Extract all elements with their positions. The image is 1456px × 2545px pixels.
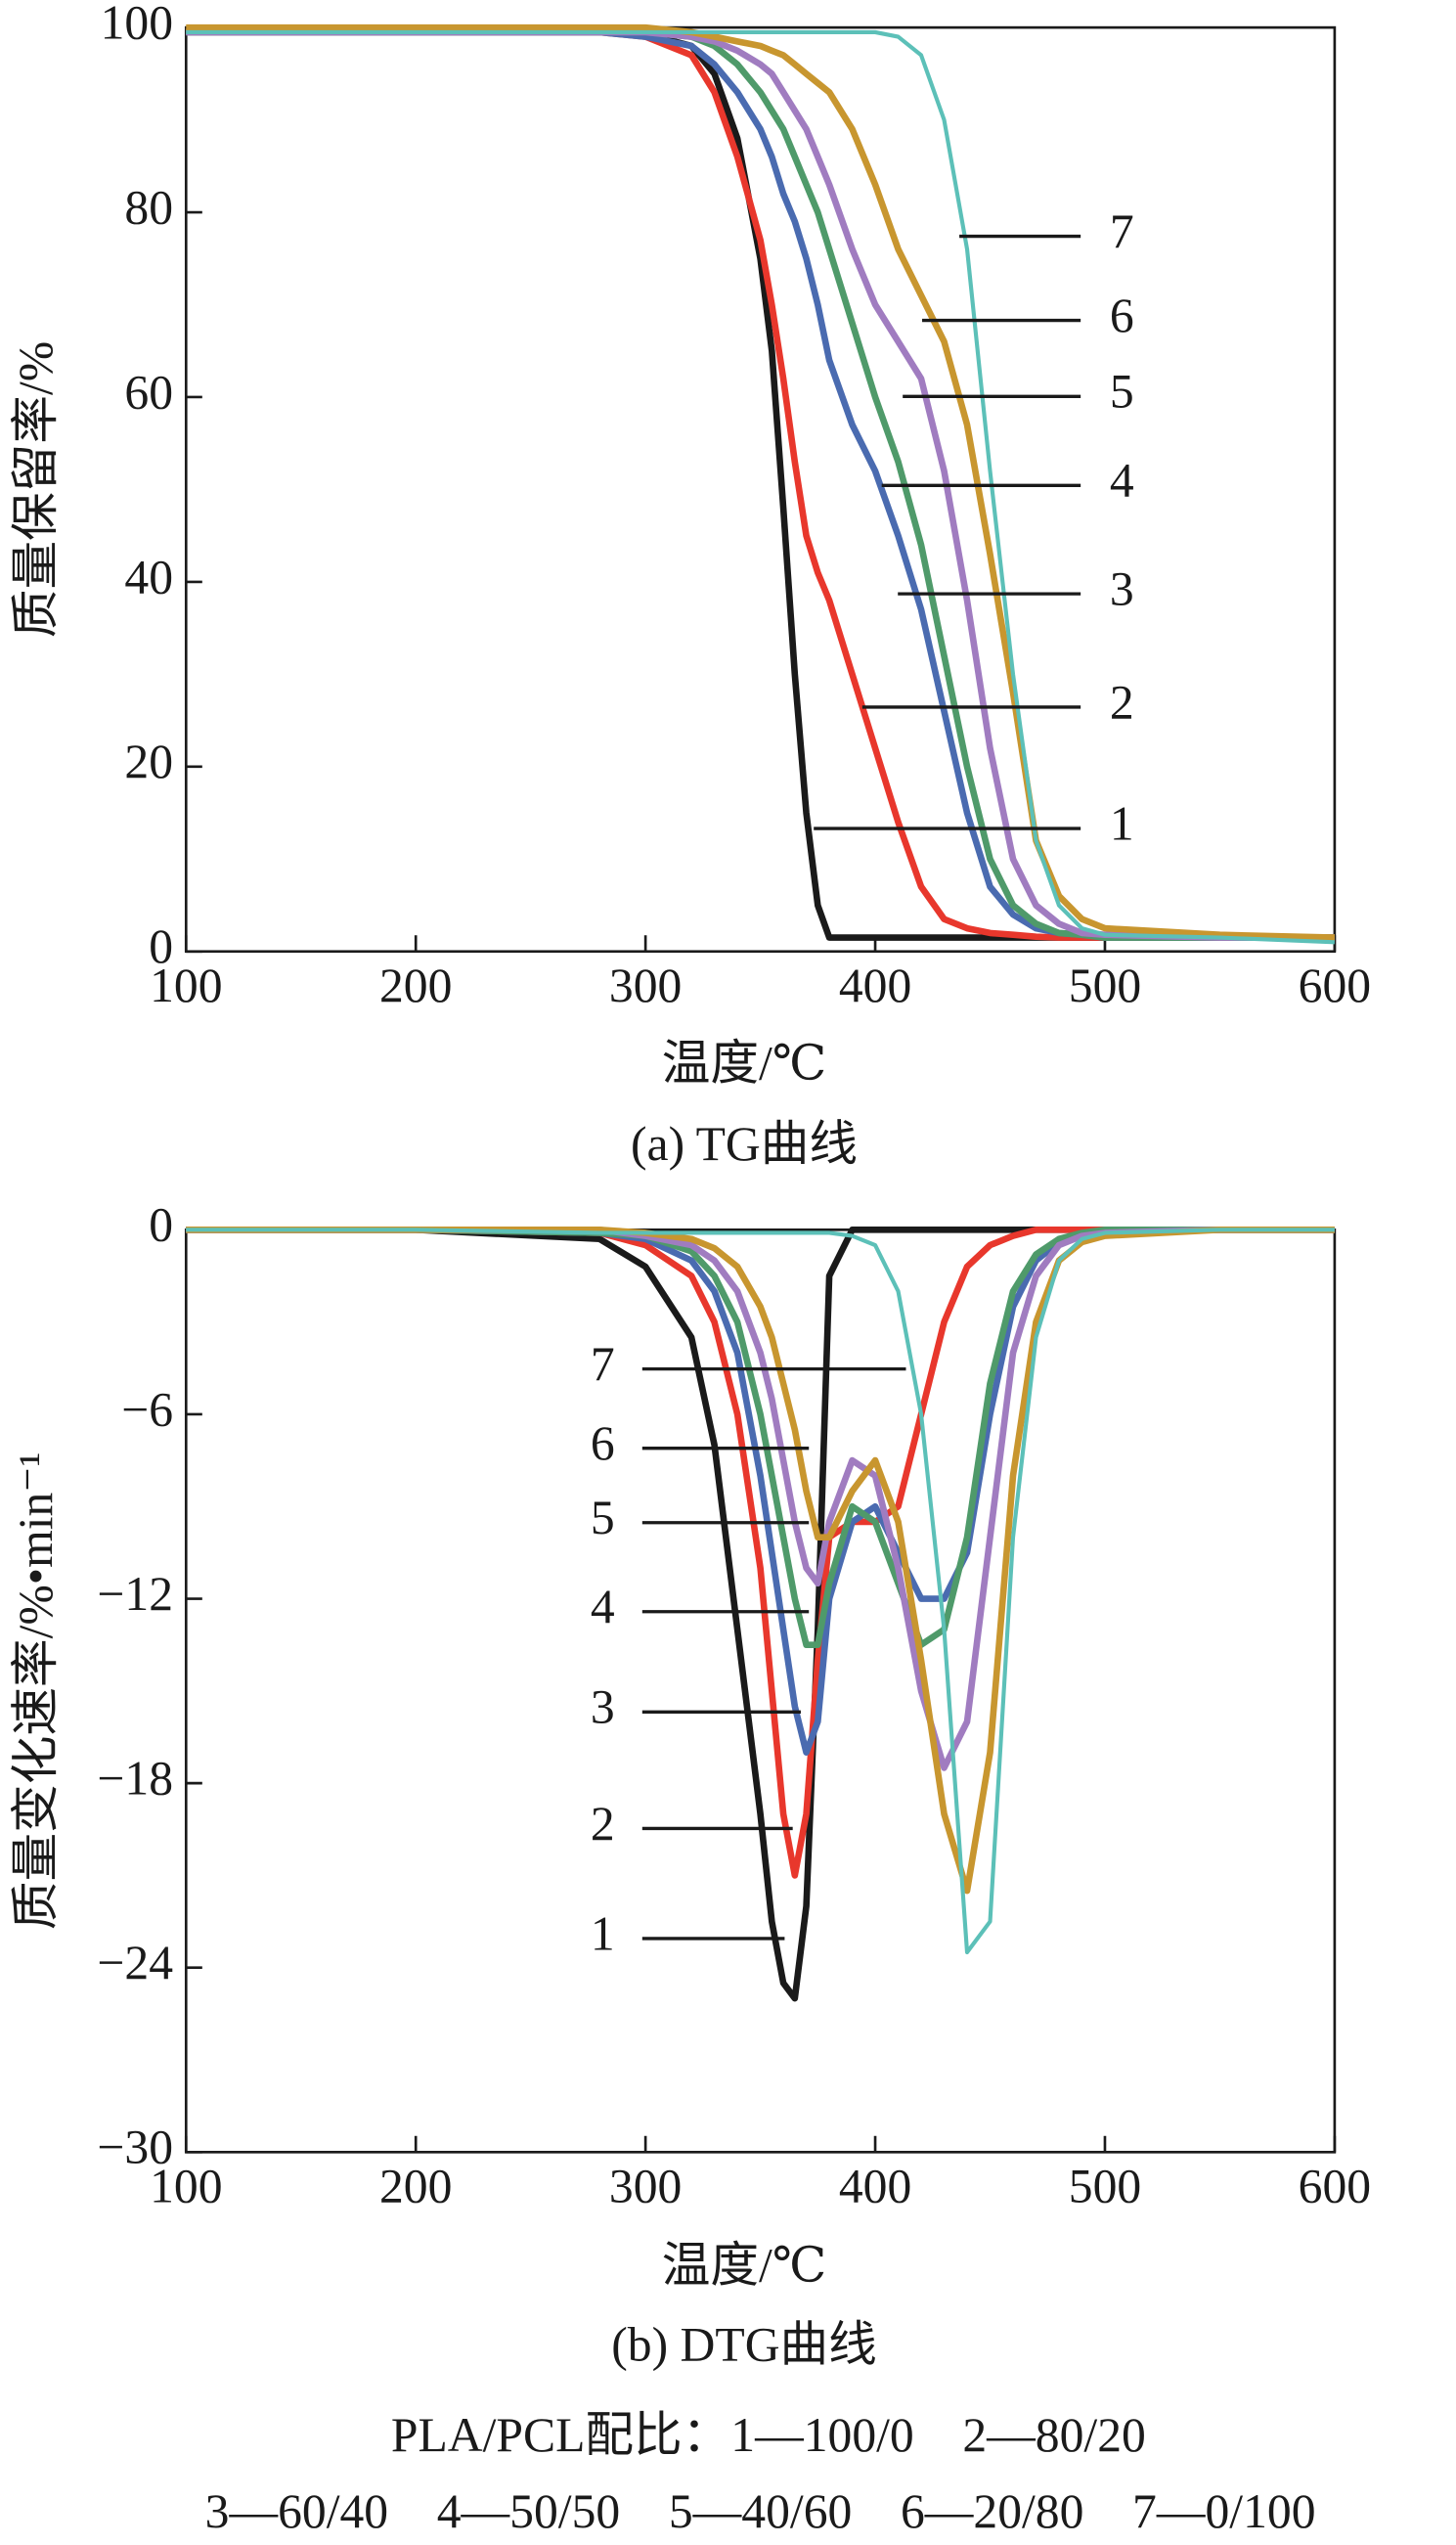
- y-tick-label: −12: [97, 1567, 173, 1621]
- y-tick-label: 60: [124, 365, 173, 419]
- series-line: [186, 29, 1335, 945]
- series-label: 5: [591, 1491, 615, 1544]
- y-tick-label: −24: [97, 1936, 173, 1989]
- y-tick-label: −18: [97, 1752, 173, 1806]
- x-tick-label: 500: [1069, 959, 1141, 1012]
- series-label: 3: [591, 1680, 615, 1734]
- y-axis-label: 质量变化速率/%•min⁻¹: [9, 1452, 63, 1931]
- series-label: 1: [591, 1906, 615, 1960]
- footnote-line: 3—60/40 4—50/50 5—40/60 6—20/80 7—0/100: [205, 2484, 1316, 2538]
- y-axis-label: 质量保留率/%: [9, 341, 63, 638]
- series-line: [186, 28, 1335, 941]
- y-tick-label: 80: [124, 180, 173, 234]
- x-tick-label: 600: [1299, 959, 1371, 1012]
- series-label: 5: [1110, 365, 1134, 419]
- y-tick-label: 20: [124, 735, 173, 788]
- x-tick-label: 600: [1299, 2159, 1371, 2212]
- x-axis-label: 温度/℃: [662, 2238, 827, 2292]
- series-label: 7: [591, 1337, 615, 1391]
- series-line: [186, 28, 1335, 941]
- y-tick-label: −6: [121, 1382, 173, 1436]
- plot-frame: [184, 1228, 1337, 2154]
- series-label: 2: [1110, 675, 1134, 729]
- x-tick-label: 400: [839, 2159, 911, 2212]
- x-tick-label: 500: [1069, 2159, 1141, 2212]
- x-tick-label: 100: [150, 2159, 222, 2212]
- x-tick-label: 400: [839, 959, 911, 1012]
- y-tick-label: −30: [97, 2121, 173, 2174]
- x-tick-label: 100: [150, 959, 222, 1012]
- series-line: [186, 28, 1335, 941]
- caption: (a) TG曲线: [631, 1117, 858, 1171]
- y-tick-label: 40: [124, 550, 173, 603]
- y-tick-label: 0: [149, 919, 173, 973]
- series-line: [186, 1227, 1335, 1756]
- x-axis-label: 温度/℃: [662, 1036, 827, 1090]
- series-label: 6: [1110, 289, 1134, 342]
- series-line: [186, 1227, 1335, 1771]
- series-line: [186, 1228, 1335, 1955]
- series-label: 4: [591, 1580, 615, 1633]
- series-label: 1: [1110, 796, 1134, 850]
- series-line: [186, 1227, 1335, 1879]
- x-tick-label: 300: [609, 959, 682, 1012]
- x-tick-label: 300: [609, 2159, 682, 2212]
- plot-frame: [184, 25, 1337, 954]
- y-tick-label: 100: [101, 0, 173, 50]
- footnote-line: PLA/PCL配比：1—100/0 2—80/20: [391, 2408, 1146, 2462]
- x-tick-label: 200: [379, 959, 452, 1012]
- series-line: [186, 28, 1335, 941]
- series-line: [186, 28, 1335, 941]
- series-label: 4: [1110, 454, 1134, 508]
- series-line: [186, 1227, 1335, 1895]
- series-label: 3: [1110, 562, 1134, 616]
- series-line: [186, 23, 1335, 941]
- caption: (b) DTG曲线: [611, 2318, 877, 2372]
- series-line: [186, 1227, 1335, 1648]
- series-label: 7: [1110, 204, 1134, 258]
- series-label: 6: [591, 1416, 615, 1470]
- y-tick-label: 0: [149, 1198, 173, 1252]
- series-label: 2: [591, 1797, 615, 1851]
- x-tick-label: 200: [379, 2159, 452, 2212]
